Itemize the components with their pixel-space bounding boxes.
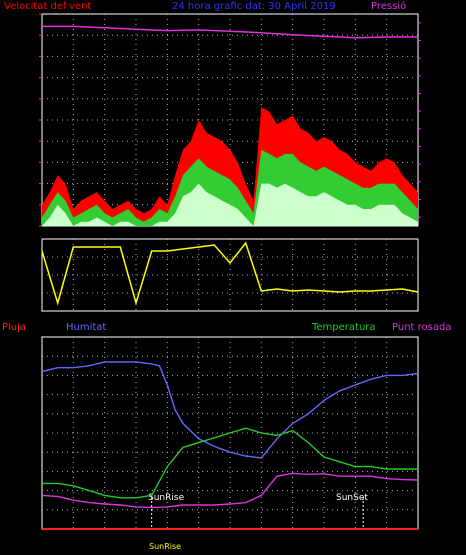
wind-axis-title: Velocitat del vent — [4, 1, 91, 12]
sunset-annotation: SunSet — [336, 493, 368, 503]
sunrise-annotation: SunRise — [148, 493, 185, 503]
dewpoint-line — [41, 472, 419, 509]
temperature-axis-title: Temperatura — [311, 322, 376, 333]
dewpoint-axis-title: Punt rosada — [392, 322, 451, 333]
sunrise-axis-label: SunRise — [149, 542, 181, 551]
temperature-line — [42, 427, 418, 499]
humidity-axis-title: Humitat — [66, 322, 106, 333]
pressure-axis-title: Pressió — [371, 0, 406, 12]
wind-min-area — [42, 183, 418, 226]
page-title: 24 hora grafic dat: 30 April 2019 — [172, 1, 336, 12]
pressure-line — [42, 25, 418, 39]
rain-axis-title: Pluja — [2, 322, 26, 333]
wind-direction-line — [41, 241, 419, 306]
humidity-line — [41, 361, 419, 459]
